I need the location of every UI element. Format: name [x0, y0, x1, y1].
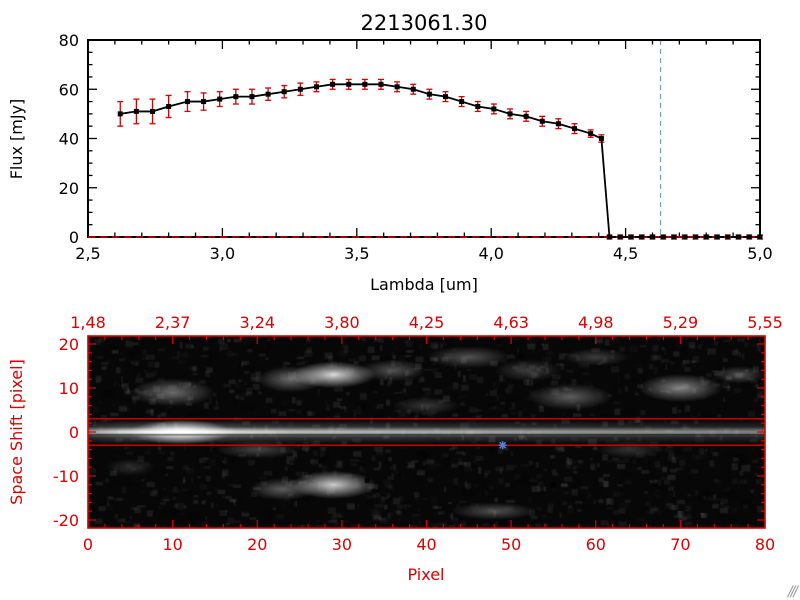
- data-point: [330, 81, 336, 87]
- data-point: [539, 118, 545, 124]
- corner-hatch-mark: ///: [787, 584, 798, 600]
- data-point: [378, 81, 384, 87]
- pixel-tick-label: 60: [586, 535, 606, 554]
- image-x-axis-label: Pixel: [407, 565, 444, 584]
- data-point: [426, 91, 432, 97]
- pixel-tick-label: 70: [670, 535, 690, 554]
- pixel-tick-label: 10: [162, 535, 182, 554]
- data-point: [184, 99, 190, 105]
- data-point: [692, 234, 698, 240]
- data-point: [725, 234, 731, 240]
- data-point: [649, 234, 655, 240]
- wavelength-tick-label: 5,55: [747, 313, 783, 332]
- flux-markers: [117, 81, 763, 240]
- data-point: [757, 234, 763, 240]
- x-tick-label: 4,0: [478, 244, 503, 263]
- data-point: [133, 108, 139, 114]
- data-point: [572, 126, 578, 132]
- x-tick-label: 3,5: [344, 244, 369, 263]
- data-point: [346, 81, 352, 87]
- pixel-tick-label: 50: [501, 535, 521, 554]
- wavelength-tick-label: 1,48: [70, 313, 106, 332]
- data-point: [507, 111, 513, 117]
- wavelength-tick-label: 4,63: [493, 313, 529, 332]
- image-plot: 0 10 20 30 40 50 60 70 80 -20 -10 0 10 20 1,48 2,37 3,24…: [53, 313, 783, 554]
- data-point: [475, 103, 481, 109]
- data-point: [598, 136, 604, 141]
- data-point: [746, 234, 752, 240]
- wavelength-tick-label: 4,98: [578, 313, 614, 332]
- data-point: [660, 234, 666, 240]
- wavelength-tick-label: 4,25: [409, 313, 445, 332]
- data-point: [617, 234, 623, 240]
- data-point: [588, 131, 594, 137]
- image-y-axis-label: Space Shift [pixel]: [7, 359, 26, 505]
- wavelength-tick-label: 3,24: [239, 313, 275, 332]
- data-point: [233, 94, 239, 100]
- spectral-image-canvas: [88, 336, 765, 528]
- pixel-tick-label: 40: [416, 535, 436, 554]
- data-point: [281, 89, 287, 95]
- shift-tick-label: -20: [53, 511, 79, 530]
- data-point: [297, 86, 303, 92]
- data-point: [394, 84, 400, 90]
- data-point: [166, 103, 172, 109]
- data-point: [443, 94, 449, 100]
- shift-tick-label: 10: [59, 379, 79, 398]
- image-frame: [87, 335, 766, 529]
- pixel-tick-label: 30: [332, 535, 352, 554]
- x-tick-label: 2,5: [75, 244, 100, 263]
- shift-tick-label: -10: [53, 467, 79, 486]
- target-marker-line: [499, 441, 507, 449]
- spectrum-frame: [87, 39, 761, 238]
- data-point: [555, 121, 561, 127]
- plot-title: 2213061.30: [361, 11, 488, 35]
- wavelength-tick-label: 3,80: [324, 313, 360, 332]
- spectrum-plot: 2,5 3,0 3,5 4,0 4,5 5,0 0 20 40 60 80: [59, 31, 773, 263]
- wavelength-tick-label: 5,29: [663, 313, 699, 332]
- data-point: [249, 94, 255, 100]
- shift-tick-label: 20: [59, 335, 79, 354]
- pixel-tick-label: 80: [755, 535, 775, 554]
- error-bars: [117, 78, 763, 240]
- pixel-tick-label: 20: [247, 535, 267, 554]
- data-point: [682, 234, 688, 240]
- y-tick-label: 60: [59, 80, 79, 99]
- y-tick-label: 80: [59, 31, 79, 50]
- data-point: [703, 234, 709, 240]
- data-point: [523, 113, 529, 119]
- data-point: [217, 96, 223, 102]
- pixel-tick-label: 0: [83, 535, 93, 554]
- data-point: [714, 234, 720, 240]
- data-point: [671, 234, 677, 240]
- target-marker: [498, 441, 507, 450]
- data-point: [362, 81, 368, 87]
- x-tick-label: 5,0: [747, 244, 772, 263]
- data-point: [150, 108, 156, 114]
- y-tick-label: 20: [59, 179, 79, 198]
- x-tick-label: 4,5: [613, 244, 638, 263]
- data-point: [201, 99, 207, 105]
- x-tick-label: 3,0: [210, 244, 235, 263]
- data-point: [459, 99, 465, 105]
- spectrum-y-axis-label: Flux [mJy]: [7, 99, 26, 180]
- data-point: [117, 111, 123, 117]
- data-point: [265, 91, 271, 97]
- data-point: [735, 234, 741, 240]
- data-point: [639, 234, 645, 240]
- wavelength-tick-label: 2,37: [155, 313, 191, 332]
- data-point: [410, 86, 416, 92]
- spectrum-x-axis-label: Lambda [um]: [370, 275, 478, 294]
- data-point: [606, 234, 612, 240]
- shift-tick-label: 0: [69, 423, 79, 442]
- flux-line: [120, 83, 760, 238]
- y-tick-label: 0: [69, 228, 79, 247]
- y-tick-label: 40: [59, 130, 79, 149]
- data-point: [628, 234, 634, 240]
- data-point: [491, 106, 497, 112]
- data-point: [313, 84, 319, 90]
